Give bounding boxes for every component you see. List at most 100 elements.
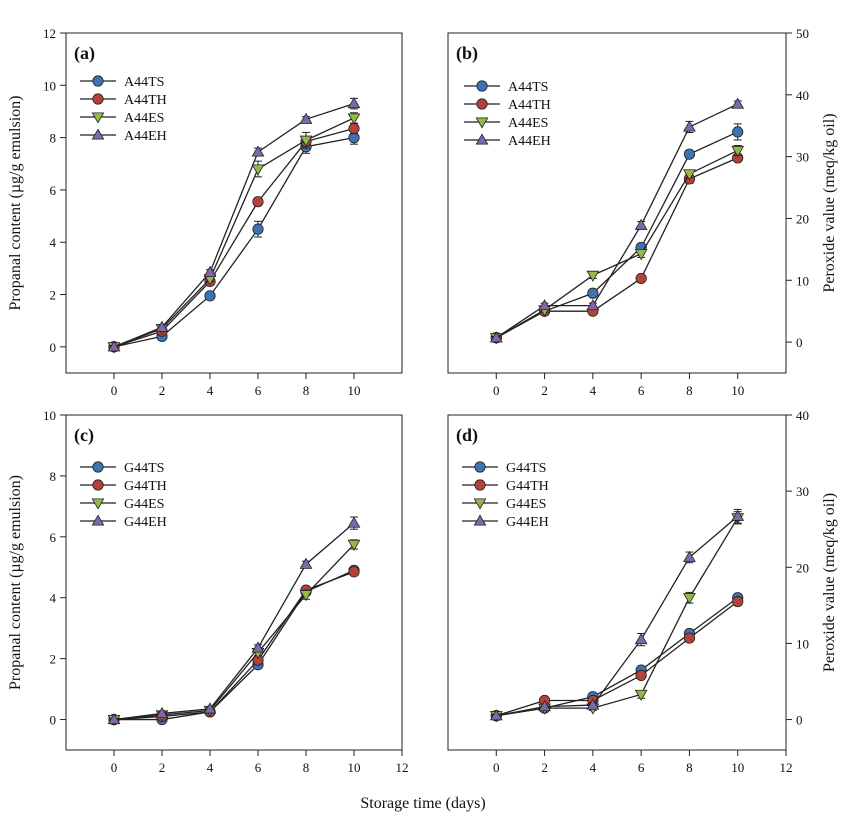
data-point	[489, 331, 503, 343]
plot-frame	[65, 32, 403, 374]
series-line	[113, 117, 355, 348]
x-tick-label: 12	[396, 760, 409, 775]
data-point	[586, 299, 600, 311]
legend-label: G44EH	[124, 515, 167, 530]
y-tick-label: 30	[796, 150, 809, 165]
legend: A44TS A44TH A44ES A44EH	[80, 75, 167, 144]
data-point	[635, 272, 647, 285]
y-tick-label: 10	[43, 78, 56, 93]
x-tick-label: 8	[303, 383, 310, 398]
x-tick-label: 4	[590, 383, 597, 398]
y-tick-label: 6	[50, 530, 57, 545]
legend: A44TS A44TH A44ES A44EH	[464, 80, 551, 149]
data-point	[732, 126, 744, 138]
data-point	[538, 700, 551, 712]
data-point	[251, 641, 265, 653]
y-tick-label: 12	[43, 26, 56, 41]
data-point	[251, 145, 265, 157]
data-point	[348, 566, 360, 578]
data-point	[107, 713, 121, 725]
series-line	[495, 157, 738, 339]
panel-a: 0 2 4 6 8 10 0 2 4 6 8 10 12 Propanal content (µg/g e…	[7, 26, 403, 398]
legend-label: G44TH	[124, 479, 167, 494]
x-tick-label: 10	[731, 383, 744, 398]
x-tick-label: 6	[255, 760, 262, 775]
x-tick-label: 2	[159, 383, 166, 398]
x-tick-label: 6	[638, 383, 645, 398]
series-line	[495, 103, 738, 339]
y-tick-label: 8	[50, 131, 57, 146]
legend-marker	[476, 98, 488, 110]
y-tick-label: 10	[43, 408, 56, 423]
legend-label: A44TS	[124, 75, 164, 90]
series-line	[113, 102, 355, 348]
data-point	[634, 633, 648, 645]
y-tick-label: 4	[50, 591, 57, 606]
data-point	[489, 709, 503, 721]
x-tick-label: 4	[207, 760, 214, 775]
y-tick-label: 20	[796, 560, 809, 575]
data-point	[348, 122, 360, 135]
series-line	[113, 136, 355, 348]
legend-label: A44EH	[124, 129, 167, 144]
x-tick-label: 2	[159, 760, 166, 775]
panel-label: (d)	[456, 425, 478, 446]
data-point	[683, 550, 696, 562]
data-point	[634, 689, 648, 701]
y-tick-label: 40	[796, 408, 809, 423]
panel-label: (a)	[74, 43, 95, 64]
y-tick-label: 6	[50, 183, 57, 198]
legend-label: G44TS	[506, 461, 546, 476]
figure-x-axis-label: Storage time (days)	[360, 795, 485, 812]
y-tick-label: 0	[50, 340, 57, 355]
series-line	[495, 149, 738, 339]
data-point	[155, 706, 169, 719]
series-G44EH	[489, 508, 745, 721]
data-point	[107, 340, 121, 352]
series-A44EH	[107, 97, 361, 352]
series-A44TH	[108, 122, 360, 353]
x-tick-label: 10	[348, 383, 361, 398]
x-tick-label: 6	[638, 760, 645, 775]
data-point	[587, 287, 599, 299]
data-point	[683, 593, 696, 605]
x-tick-label: 4	[207, 383, 214, 398]
x-tick-label: 0	[493, 760, 500, 775]
plot-frame	[65, 414, 403, 751]
y-axis-label: Peroxide value (meq/kg oil)	[821, 493, 838, 672]
series-G44TH	[108, 566, 360, 726]
series-A44TS	[490, 123, 744, 344]
data-point	[586, 270, 600, 282]
y-tick-label: 2	[50, 288, 57, 303]
x-tick-label: 2	[541, 383, 548, 398]
series-A44EH	[489, 97, 745, 343]
x-tick-label: 2	[541, 760, 548, 775]
data-point	[204, 290, 216, 302]
legend-label: A44EH	[508, 134, 551, 149]
legend-label: A44TS	[508, 80, 548, 95]
panel-b: 0 2 4 6 8 10 0 10 20 30 40 50 Peroxide value (meq/kg…	[447, 26, 838, 398]
series-line	[496, 517, 739, 717]
y-tick-label: 0	[50, 713, 57, 728]
series-line	[496, 597, 739, 717]
y-axis-label: Propanal content (µg/g emulsion)	[7, 475, 24, 690]
data-point	[635, 669, 647, 681]
y-tick-label: 30	[796, 484, 809, 499]
data-point	[347, 516, 361, 528]
plot-frame	[447, 32, 787, 374]
x-tick-label: 4	[590, 760, 597, 775]
data-point	[347, 539, 361, 551]
panel-c: 0 2 4 6 8 10 12 0 2 4 6 8 10 Propanal content (µg/g e…	[7, 408, 409, 775]
panel-label: (c)	[74, 425, 94, 446]
legend: G44TS G44TH G44ES G44EH	[462, 461, 549, 530]
legend-label: G44EH	[506, 515, 549, 530]
legend-marker	[474, 461, 486, 473]
series-line	[113, 543, 355, 721]
data-point	[538, 299, 551, 311]
series-A44ES	[107, 112, 361, 354]
y-tick-label: 4	[50, 235, 57, 250]
data-point	[347, 113, 361, 125]
series-line	[113, 127, 355, 348]
legend-marker	[474, 479, 486, 491]
